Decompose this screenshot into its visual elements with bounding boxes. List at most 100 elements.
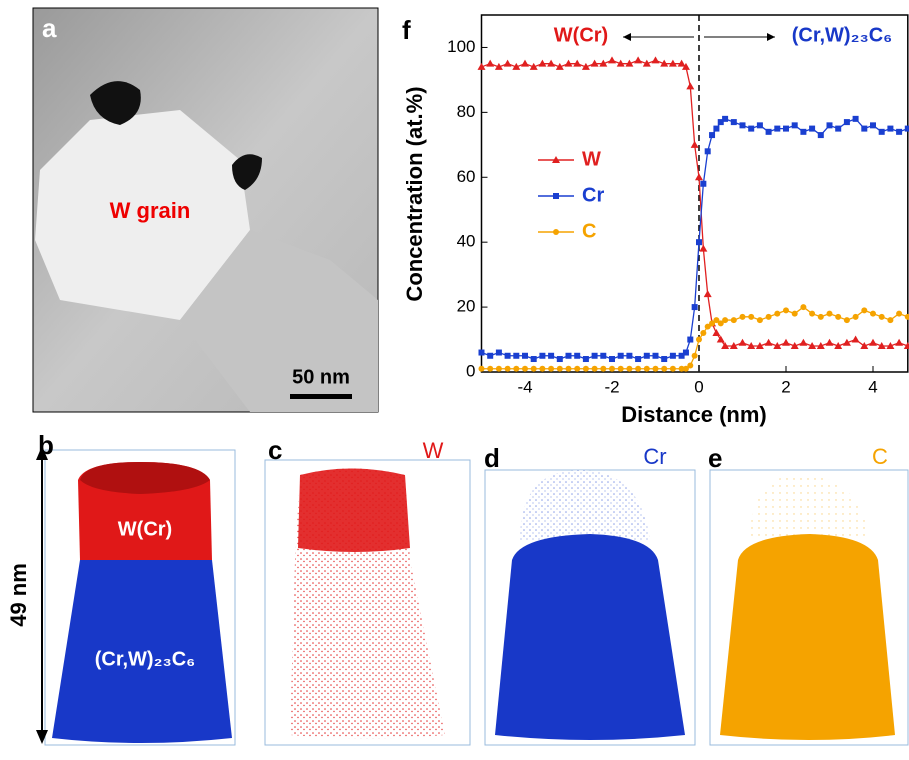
point (709, 132, 715, 138)
figure: a W grain 50 nm b 49 nm W(Cr) (Cr,W)₂₃C₆… (0, 0, 909, 760)
series-line (482, 307, 908, 369)
point (766, 129, 772, 135)
point (504, 60, 512, 67)
point (686, 82, 694, 89)
panel-label: b (38, 430, 54, 460)
phase-label: (Cr,W)₂₃C₆ (95, 648, 196, 670)
point (600, 353, 606, 359)
annotation: W(Cr) (554, 24, 608, 46)
point (731, 119, 737, 125)
point (861, 126, 867, 132)
point (887, 317, 893, 323)
panel-label: d (484, 443, 500, 473)
point (505, 353, 511, 359)
atom-cloud (495, 534, 685, 740)
point (827, 122, 833, 128)
series-line (482, 119, 908, 359)
point (644, 353, 650, 359)
point (521, 60, 529, 67)
point (809, 126, 815, 132)
point (696, 239, 702, 245)
point (487, 366, 493, 372)
point (683, 350, 689, 356)
point (757, 317, 763, 323)
legend-label: Cr (582, 184, 604, 206)
point (800, 129, 806, 135)
point (496, 366, 502, 372)
point (722, 116, 728, 122)
point (626, 366, 632, 372)
point (739, 339, 747, 346)
point (609, 356, 615, 362)
point (782, 339, 790, 346)
point (513, 353, 519, 359)
scale-bar (290, 394, 352, 399)
grain-label: W grain (110, 198, 191, 223)
atom-map (265, 460, 470, 745)
point (731, 317, 737, 323)
point (905, 314, 909, 320)
atom-map (710, 470, 908, 745)
legend-marker (553, 193, 559, 199)
point (479, 350, 485, 356)
point (670, 353, 676, 359)
x-tick-label: 0 (694, 377, 703, 396)
point (653, 353, 659, 359)
point (844, 119, 850, 125)
element-label: C (872, 444, 888, 469)
point (574, 366, 580, 372)
point (905, 126, 909, 132)
point (479, 366, 485, 372)
point (531, 356, 537, 362)
panel-label: a (42, 13, 57, 43)
point (861, 307, 867, 313)
point (505, 366, 511, 372)
micrograph (33, 8, 378, 412)
point (566, 353, 572, 359)
point (896, 129, 902, 135)
point (574, 353, 580, 359)
point (635, 366, 641, 372)
point (626, 353, 632, 359)
point (887, 126, 893, 132)
point (879, 314, 885, 320)
x-tick-label: -4 (517, 377, 532, 396)
point (870, 311, 876, 317)
point (792, 311, 798, 317)
point (783, 307, 789, 313)
atom-cloud (720, 534, 895, 740)
point (853, 314, 859, 320)
point (548, 353, 554, 359)
x-tick-label: -2 (604, 377, 619, 396)
legend-label: W (582, 148, 601, 170)
point (687, 363, 693, 369)
point (653, 366, 659, 372)
panel-label: f (402, 15, 411, 45)
panel-label: e (708, 443, 722, 473)
point (691, 141, 699, 148)
point (826, 339, 834, 346)
point (809, 311, 815, 317)
point (692, 304, 698, 310)
y-tick-label: 100 (447, 37, 475, 56)
y-tick-label: 40 (457, 232, 476, 251)
point (539, 353, 545, 359)
point (592, 366, 598, 372)
point (774, 311, 780, 317)
point (618, 366, 624, 372)
point (792, 122, 798, 128)
point (722, 317, 728, 323)
point (700, 330, 706, 336)
point (608, 56, 616, 63)
point (740, 314, 746, 320)
x-axis-label: Distance (nm) (621, 402, 766, 427)
point (583, 366, 589, 372)
point (522, 353, 528, 359)
height-label: 49 nm (6, 563, 31, 627)
point (670, 366, 676, 372)
point (661, 366, 667, 372)
point (879, 129, 885, 135)
atom-cloud (298, 469, 410, 553)
point (592, 353, 598, 359)
point (748, 126, 754, 132)
